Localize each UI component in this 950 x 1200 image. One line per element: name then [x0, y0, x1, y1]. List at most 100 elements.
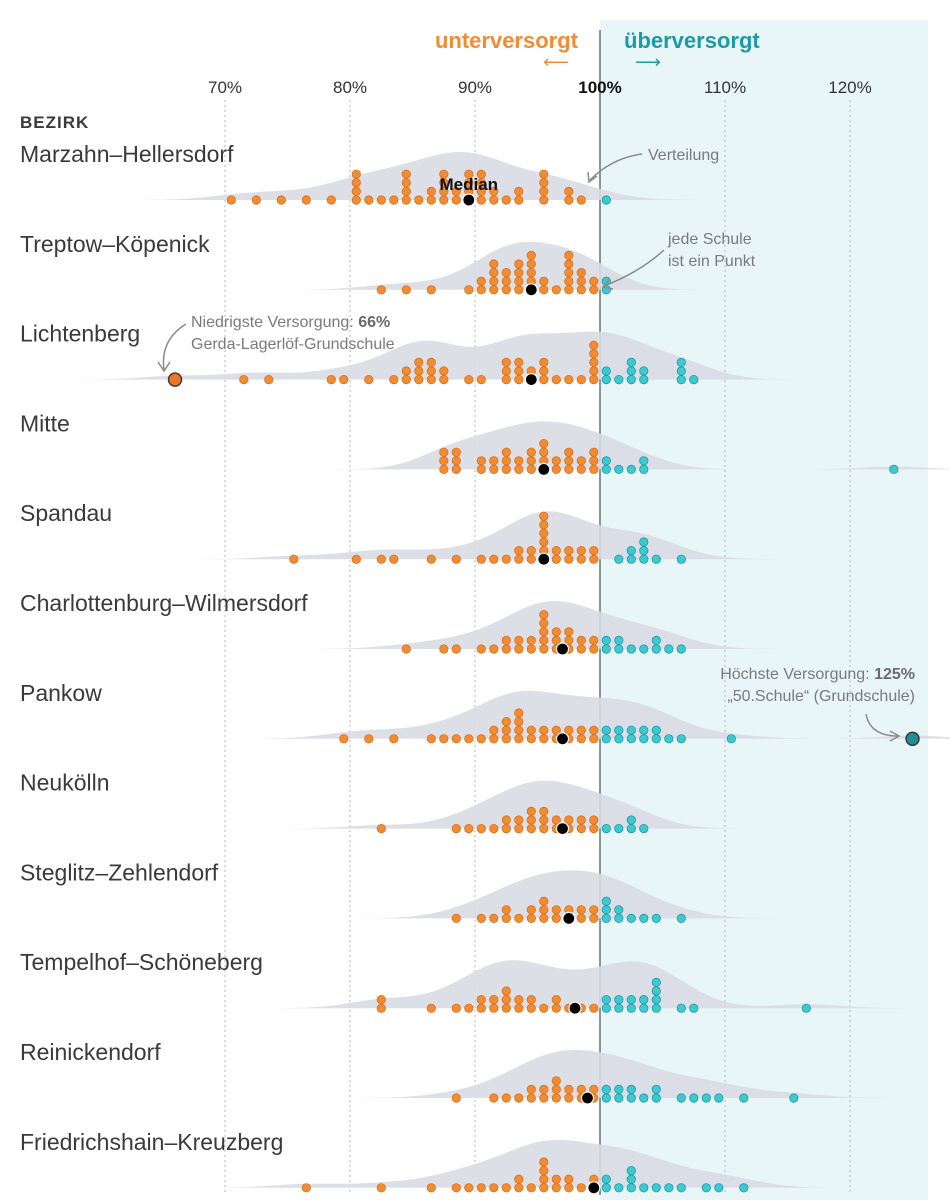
school-dot-under: [514, 815, 524, 825]
school-dot-under: [576, 725, 586, 735]
school-dot-under: [439, 464, 449, 474]
school-dot-over: [676, 1183, 686, 1193]
school-dot-over: [626, 1084, 636, 1095]
school-dot-under: [526, 815, 536, 825]
school-dot-under: [526, 905, 536, 915]
school-dot-under: [526, 725, 536, 735]
school-dot-over: [676, 554, 686, 564]
school-dot-under: [501, 447, 511, 457]
school-dot-over: [626, 994, 636, 1005]
row-6: Charlottenburg–Wilmersdorf: [20, 590, 950, 656]
school-dot-over: [601, 456, 611, 466]
school-dot-under: [576, 644, 586, 654]
school-dot-over: [601, 1174, 611, 1184]
school-dot-under: [351, 554, 361, 564]
school-dot-under: [539, 635, 549, 646]
school-dot-under: [539, 366, 549, 376]
annotation-lowest-school: Gerda-Lagerlöf-Grundschule: [191, 336, 395, 353]
school-dot-under: [476, 734, 486, 744]
legend-under-arrow: ⟵: [543, 52, 569, 72]
school-dot-under: [526, 734, 536, 744]
school-dot-under: [589, 725, 599, 735]
school-dot-over: [626, 1093, 636, 1103]
school-dot-under: [501, 357, 511, 367]
school-dot-over: [601, 195, 611, 205]
school-dot-under: [526, 456, 536, 466]
row-label: Treptow–Köpenick: [20, 231, 210, 257]
median-dot: [524, 283, 538, 297]
school-dot-over: [689, 1093, 699, 1103]
school-dot-under: [514, 554, 524, 564]
school-dot-under: [489, 186, 499, 196]
annotation-lowest-prefix: Niedrigste Versorgung:: [191, 314, 358, 331]
school-dot-under: [526, 267, 536, 278]
school-dot-over: [614, 823, 624, 834]
school-dot-under: [589, 366, 599, 376]
annotation-highest-school: „50.Schule“ (Grundschule): [727, 688, 915, 705]
school-dot-over: [639, 644, 649, 654]
school-dot-under: [376, 823, 386, 834]
school-dot-under: [539, 186, 549, 196]
row-label: Friedrichshain–Kreuzberg: [20, 1129, 283, 1155]
annotation-point-line-1: jede Schule: [667, 231, 752, 248]
density-ridge: [50, 870, 950, 919]
school-dot-under: [414, 195, 424, 205]
school-dot-under: [539, 1157, 549, 1167]
row-7: Pankow: [20, 680, 950, 746]
school-dot-under: [539, 644, 549, 654]
school-dot-under: [564, 464, 574, 474]
school-dot-under: [576, 554, 586, 564]
annotation-point-line-2: ist ein Punkt: [668, 253, 756, 270]
school-dot-under: [564, 627, 574, 637]
school-dot-under: [464, 1003, 474, 1013]
school-dot-under: [339, 374, 349, 385]
school-dot-under: [439, 644, 449, 654]
school-dot-under: [476, 1183, 486, 1193]
school-dot-over: [651, 725, 661, 735]
row-label: Pankow: [20, 680, 102, 706]
school-dot-under: [451, 186, 461, 196]
row-label: Mitte: [20, 410, 70, 436]
school-dot-over: [601, 374, 611, 385]
school-dot-under: [439, 366, 449, 376]
school-dot-under: [514, 357, 524, 367]
school-dot-under: [489, 1183, 499, 1193]
school-dot-under: [401, 186, 411, 196]
school-dot-under: [501, 1183, 511, 1193]
school-dot-under: [451, 554, 461, 564]
school-dot-over: [601, 823, 611, 834]
school-dot-under: [376, 554, 386, 564]
school-dot-under: [589, 823, 599, 834]
median-dot: [562, 911, 576, 926]
school-dot-under: [476, 285, 486, 295]
school-dot-under: [364, 195, 374, 205]
row-label: Tempelhof–Schöneberg: [20, 949, 263, 975]
school-dot-under: [526, 806, 536, 817]
school-dot-under: [501, 986, 511, 996]
school-dot-under: [476, 823, 486, 834]
school-dot-under: [589, 340, 599, 350]
school-dot-over: [614, 1183, 624, 1193]
school-dot-under: [539, 815, 549, 825]
school-dot-under: [239, 374, 249, 385]
school-dot-under: [464, 285, 474, 295]
school-dot-under: [526, 644, 536, 654]
school-dot-under: [539, 618, 549, 628]
school-dot-over: [639, 537, 649, 547]
school-dot-under: [501, 195, 511, 205]
school-dot-under: [426, 195, 436, 205]
school-dot-over: [626, 357, 636, 367]
school-dot-under: [514, 374, 524, 385]
density-ridge: [50, 1050, 950, 1098]
school-dot-under: [539, 195, 549, 205]
school-dot-under: [376, 994, 386, 1005]
school-dot-under: [401, 195, 411, 205]
school-dot-over: [614, 1084, 624, 1095]
school-dot-over: [601, 1003, 611, 1013]
school-dot-under: [489, 464, 499, 474]
school-dot-under: [351, 178, 361, 188]
annotation-highest-title: Höchste Versorgung: 125%: [720, 666, 915, 683]
school-dot-under: [514, 267, 524, 278]
school-dot-under: [526, 1183, 536, 1193]
row-10: Tempelhof–Schöneberg: [20, 949, 950, 1015]
